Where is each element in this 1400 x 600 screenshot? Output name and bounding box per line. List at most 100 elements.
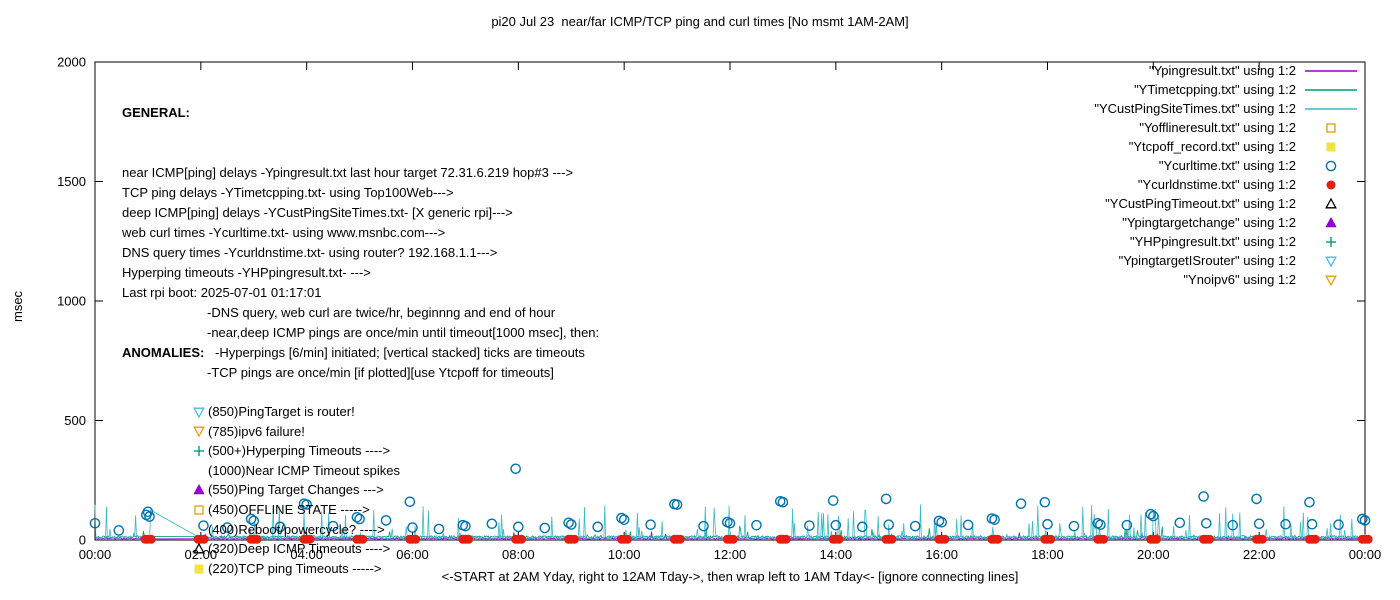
general-line: Last rpi boot: 2025-07-01 01:17:01 bbox=[122, 285, 322, 300]
x-tick-label: 12:00 bbox=[714, 547, 747, 562]
circle-fill-icon bbox=[1326, 180, 1336, 189]
circle-open-icon bbox=[1325, 160, 1337, 171]
triangle-fill-icon bbox=[1325, 216, 1337, 227]
circle-fill-icon bbox=[252, 534, 262, 544]
circle-open-icon bbox=[351, 511, 363, 523]
y-tick-label: 1500 bbox=[57, 174, 86, 189]
x-tick-label: 16:00 bbox=[925, 547, 958, 562]
circle-fill-icon bbox=[305, 534, 315, 544]
circle-open-icon bbox=[883, 519, 895, 531]
legend-label: "YpingtargetISrouter" using 1:2 bbox=[1118, 253, 1296, 268]
general-line: -DNS query, web curl are twice/hr, begin… bbox=[207, 305, 556, 320]
x-tick-label: 18:00 bbox=[1031, 547, 1064, 562]
circle-fill-icon bbox=[464, 534, 474, 544]
circle-open-icon bbox=[1039, 496, 1051, 508]
triangle-open-icon bbox=[193, 542, 205, 554]
circle-open-icon bbox=[113, 525, 125, 536]
series-line-Ypingresult.txt bbox=[94, 531, 1366, 540]
circle-fill-icon bbox=[781, 534, 791, 544]
circle-fill-icon bbox=[1152, 534, 1162, 544]
circle-fill-icon bbox=[1310, 534, 1320, 544]
x-axis-label: <-START at 2AM Yday, right to 12AM Tday-… bbox=[441, 569, 1019, 584]
circle-open-icon bbox=[404, 496, 416, 508]
circle-open-icon bbox=[539, 522, 551, 534]
general-line: deep ICMP[ping] delays -YCustPingSiteTim… bbox=[122, 205, 513, 220]
circle-open-icon bbox=[460, 520, 471, 532]
legend-item: "Ycurltime.txt" using 1:2 bbox=[1094, 156, 1360, 175]
circle-fill-icon bbox=[146, 534, 156, 544]
circle-open-icon bbox=[1200, 517, 1212, 529]
circle-open-icon bbox=[510, 463, 521, 475]
circle-open-icon bbox=[1280, 518, 1291, 530]
tri-down-open-icon bbox=[1325, 256, 1337, 267]
circle-fill-icon bbox=[675, 534, 685, 544]
legend-item: "YpingtargetISrouter" using 1:2 bbox=[1094, 251, 1360, 270]
anomalies-heading: ANOMALIES: bbox=[122, 345, 205, 361]
legend: "Ypingresult.txt" using 1:2 "YTimetcpping… bbox=[1094, 61, 1360, 289]
circle-open-icon bbox=[380, 515, 392, 526]
x-tick-label: 08:00 bbox=[502, 547, 535, 562]
circle-open-icon bbox=[1306, 518, 1318, 530]
anomaly-item: (785)ipv6 failure! bbox=[192, 422, 400, 442]
anomaly-label: (220)TCP ping Timeouts -----> bbox=[208, 560, 382, 576]
no-icon bbox=[192, 464, 208, 478]
anomaly-items: (850)PingTarget is router! (785)ipv6 fail… bbox=[192, 402, 400, 578]
circle-fill-icon bbox=[199, 534, 209, 544]
circle-fill-icon bbox=[1046, 534, 1056, 544]
circle-open-icon bbox=[1227, 519, 1239, 531]
general-line: Hyperping timeouts -YHPpingresult.txt- -… bbox=[122, 265, 371, 280]
general-line: -Hyperpings [6/min] initiated; [vertical… bbox=[215, 345, 585, 360]
general-line: near ICMP[ping] delays -Ypingresult.txt … bbox=[122, 165, 574, 180]
circle-open-icon bbox=[804, 520, 815, 531]
legend-label: "Ycurltime.txt" using 1:2 bbox=[1158, 158, 1296, 173]
square-fill-icon bbox=[1326, 142, 1336, 151]
legend-label: "Ytcpoff_record.txt" using 1:2 bbox=[1128, 139, 1296, 154]
circle-open-icon bbox=[301, 499, 312, 510]
y-tick-label: 500 bbox=[64, 413, 86, 428]
anomaly-item: (400)Reboot/powercycle? ----> bbox=[192, 520, 400, 540]
anomaly-label: (550)Ping Target Changes ---> bbox=[208, 482, 384, 498]
plus-icon bbox=[194, 445, 204, 456]
circle-open-icon bbox=[354, 513, 365, 525]
legend-label: "Ycurldnstime.txt" using 1:2 bbox=[1137, 177, 1296, 192]
legend-item: "YCustPingTimeout.txt" using 1:2 bbox=[1094, 194, 1360, 213]
general-notes: GENERAL: near ICMP[ping] delays -Ypingre… bbox=[122, 63, 599, 403]
x-tick-label: 22:00 bbox=[1243, 547, 1276, 562]
legend-label: "YTimetcpping.txt" using 1:2 bbox=[1134, 82, 1296, 97]
circle-fill-icon bbox=[1204, 534, 1214, 544]
circle-fill-icon bbox=[358, 534, 368, 544]
circle-open-icon bbox=[89, 517, 101, 529]
legend-label: "Yofflineresult.txt" using 1:2 bbox=[1139, 120, 1296, 135]
x-tick-label: 20:00 bbox=[1137, 547, 1170, 562]
general-line: -TCP pings are once/min [if plotted][use… bbox=[207, 365, 554, 380]
general-line: DNS query times -Ycurldnstime.txt- using… bbox=[122, 245, 498, 260]
circle-open-icon bbox=[909, 520, 921, 532]
circle-open-icon bbox=[1121, 519, 1133, 531]
y-axis-label: msec bbox=[10, 290, 25, 322]
x-tick-label: 10:00 bbox=[608, 547, 641, 562]
triangle-open-icon bbox=[1325, 197, 1337, 208]
circle-open-icon bbox=[142, 506, 154, 518]
anomaly-label: (850)PingTarget is router! bbox=[208, 403, 355, 419]
legend-item: "Ypingresult.txt" using 1:2 bbox=[1094, 61, 1360, 80]
circle-open-icon bbox=[962, 519, 974, 531]
series-line-YCustPingSiteTimes.txt bbox=[94, 504, 1366, 541]
anomaly-item: (550)Ping Target Changes ---> bbox=[192, 480, 400, 500]
anomaly-label: (400)Reboot/powercycle? ----> bbox=[208, 521, 385, 537]
circle-open-icon bbox=[830, 519, 842, 531]
y-tick-label: 0 bbox=[79, 533, 86, 548]
anomaly-label: (320)Deep ICMP Timeouts ----> bbox=[208, 541, 391, 557]
circle-fill-icon bbox=[411, 534, 421, 544]
circle-open-icon bbox=[565, 519, 577, 530]
square-open-icon bbox=[194, 505, 204, 515]
circle-open-icon bbox=[1357, 513, 1368, 525]
circle-open-icon bbox=[592, 521, 604, 533]
circle-open-icon bbox=[433, 523, 445, 535]
circle-open-icon bbox=[1198, 491, 1209, 502]
circle-open-icon bbox=[671, 499, 683, 510]
circle-open-icon bbox=[1333, 519, 1344, 531]
tri-down-open-icon bbox=[193, 407, 205, 419]
general-lines: near ICMP[ping] delays -Ypingresult.txt … bbox=[122, 163, 599, 383]
circle-open-icon bbox=[198, 520, 209, 531]
